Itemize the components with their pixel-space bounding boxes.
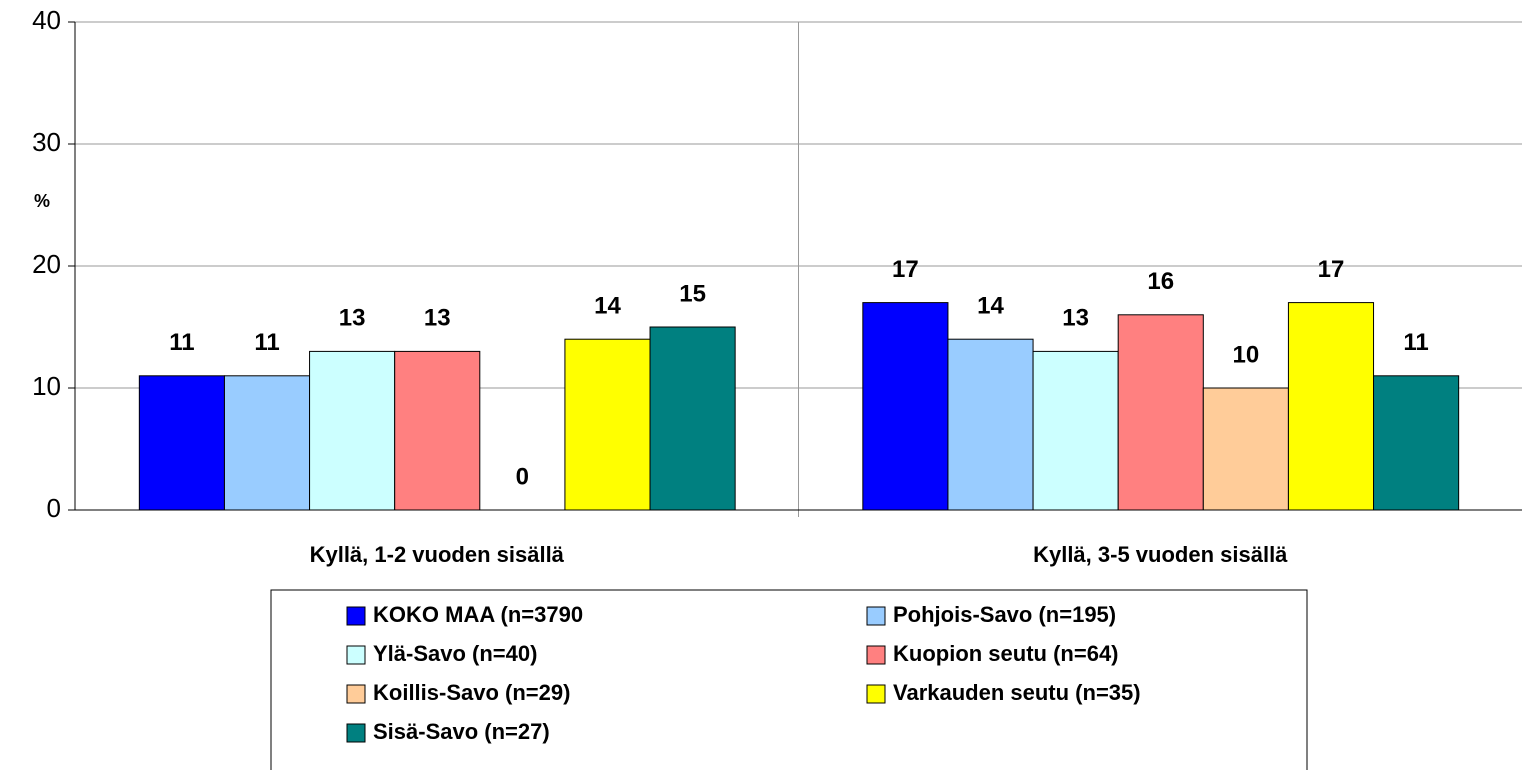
legend-label: KOKO MAA (n=3790 (373, 602, 583, 627)
bar (649, 326, 736, 511)
y-tick-label: 40 (32, 5, 61, 35)
data-label: 11 (169, 329, 194, 356)
data-label: 11 (1403, 329, 1428, 356)
bar (394, 350, 481, 511)
x-tick-label: Kyllä, 3-5 vuoden sisällä (1033, 542, 1288, 567)
legend-box (270, 589, 1308, 770)
data-label: 13 (1062, 305, 1089, 332)
data-label: 14 (594, 293, 621, 320)
legend-label: Sisä-Savo (n=27) (373, 719, 550, 744)
bar (862, 302, 949, 511)
legend-swatch (866, 606, 886, 626)
bar (138, 375, 225, 511)
data-label: 13 (424, 305, 451, 332)
legend-swatch (866, 645, 886, 665)
legend-label: Koillis-Savo (n=29) (373, 680, 570, 705)
data-label: 16 (1147, 268, 1174, 295)
bar (1287, 302, 1375, 511)
data-label: 11 (254, 329, 279, 356)
bar (564, 338, 651, 511)
bar (1373, 375, 1460, 511)
legend-label: Varkauden seutu (n=35) (893, 680, 1141, 705)
bar (1032, 350, 1119, 511)
y-tick-label: 20 (32, 249, 61, 279)
data-label: 10 (1233, 341, 1260, 368)
bar (223, 375, 311, 511)
legend-swatch (866, 684, 886, 704)
legend-label: Kuopion seutu (n=64) (893, 641, 1119, 666)
bar (1117, 314, 1204, 511)
data-label: 0 (516, 463, 529, 490)
y-tick-label: 10 (32, 371, 61, 401)
legend-label: Pohjois-Savo (n=195) (893, 602, 1116, 627)
y-tick-label: 0 (47, 493, 61, 523)
legend-label: Ylä-Savo (n=40) (373, 641, 537, 666)
data-label: 15 (679, 280, 706, 307)
data-label: 17 (892, 256, 919, 283)
legend-swatch (346, 645, 366, 665)
x-tick-label: Kyllä, 1-2 vuoden sisällä (310, 542, 565, 567)
y-tick-label: 30 (32, 127, 61, 157)
data-label: 13 (339, 305, 366, 332)
legend-swatch (346, 684, 366, 704)
data-label: 14 (977, 293, 1004, 320)
bar (947, 338, 1034, 511)
legend-swatch (346, 723, 366, 743)
data-label: 17 (1318, 256, 1345, 283)
legend-swatch (346, 606, 366, 626)
bar (309, 350, 396, 511)
bar (1202, 387, 1289, 511)
y-axis-label: % (34, 191, 50, 211)
